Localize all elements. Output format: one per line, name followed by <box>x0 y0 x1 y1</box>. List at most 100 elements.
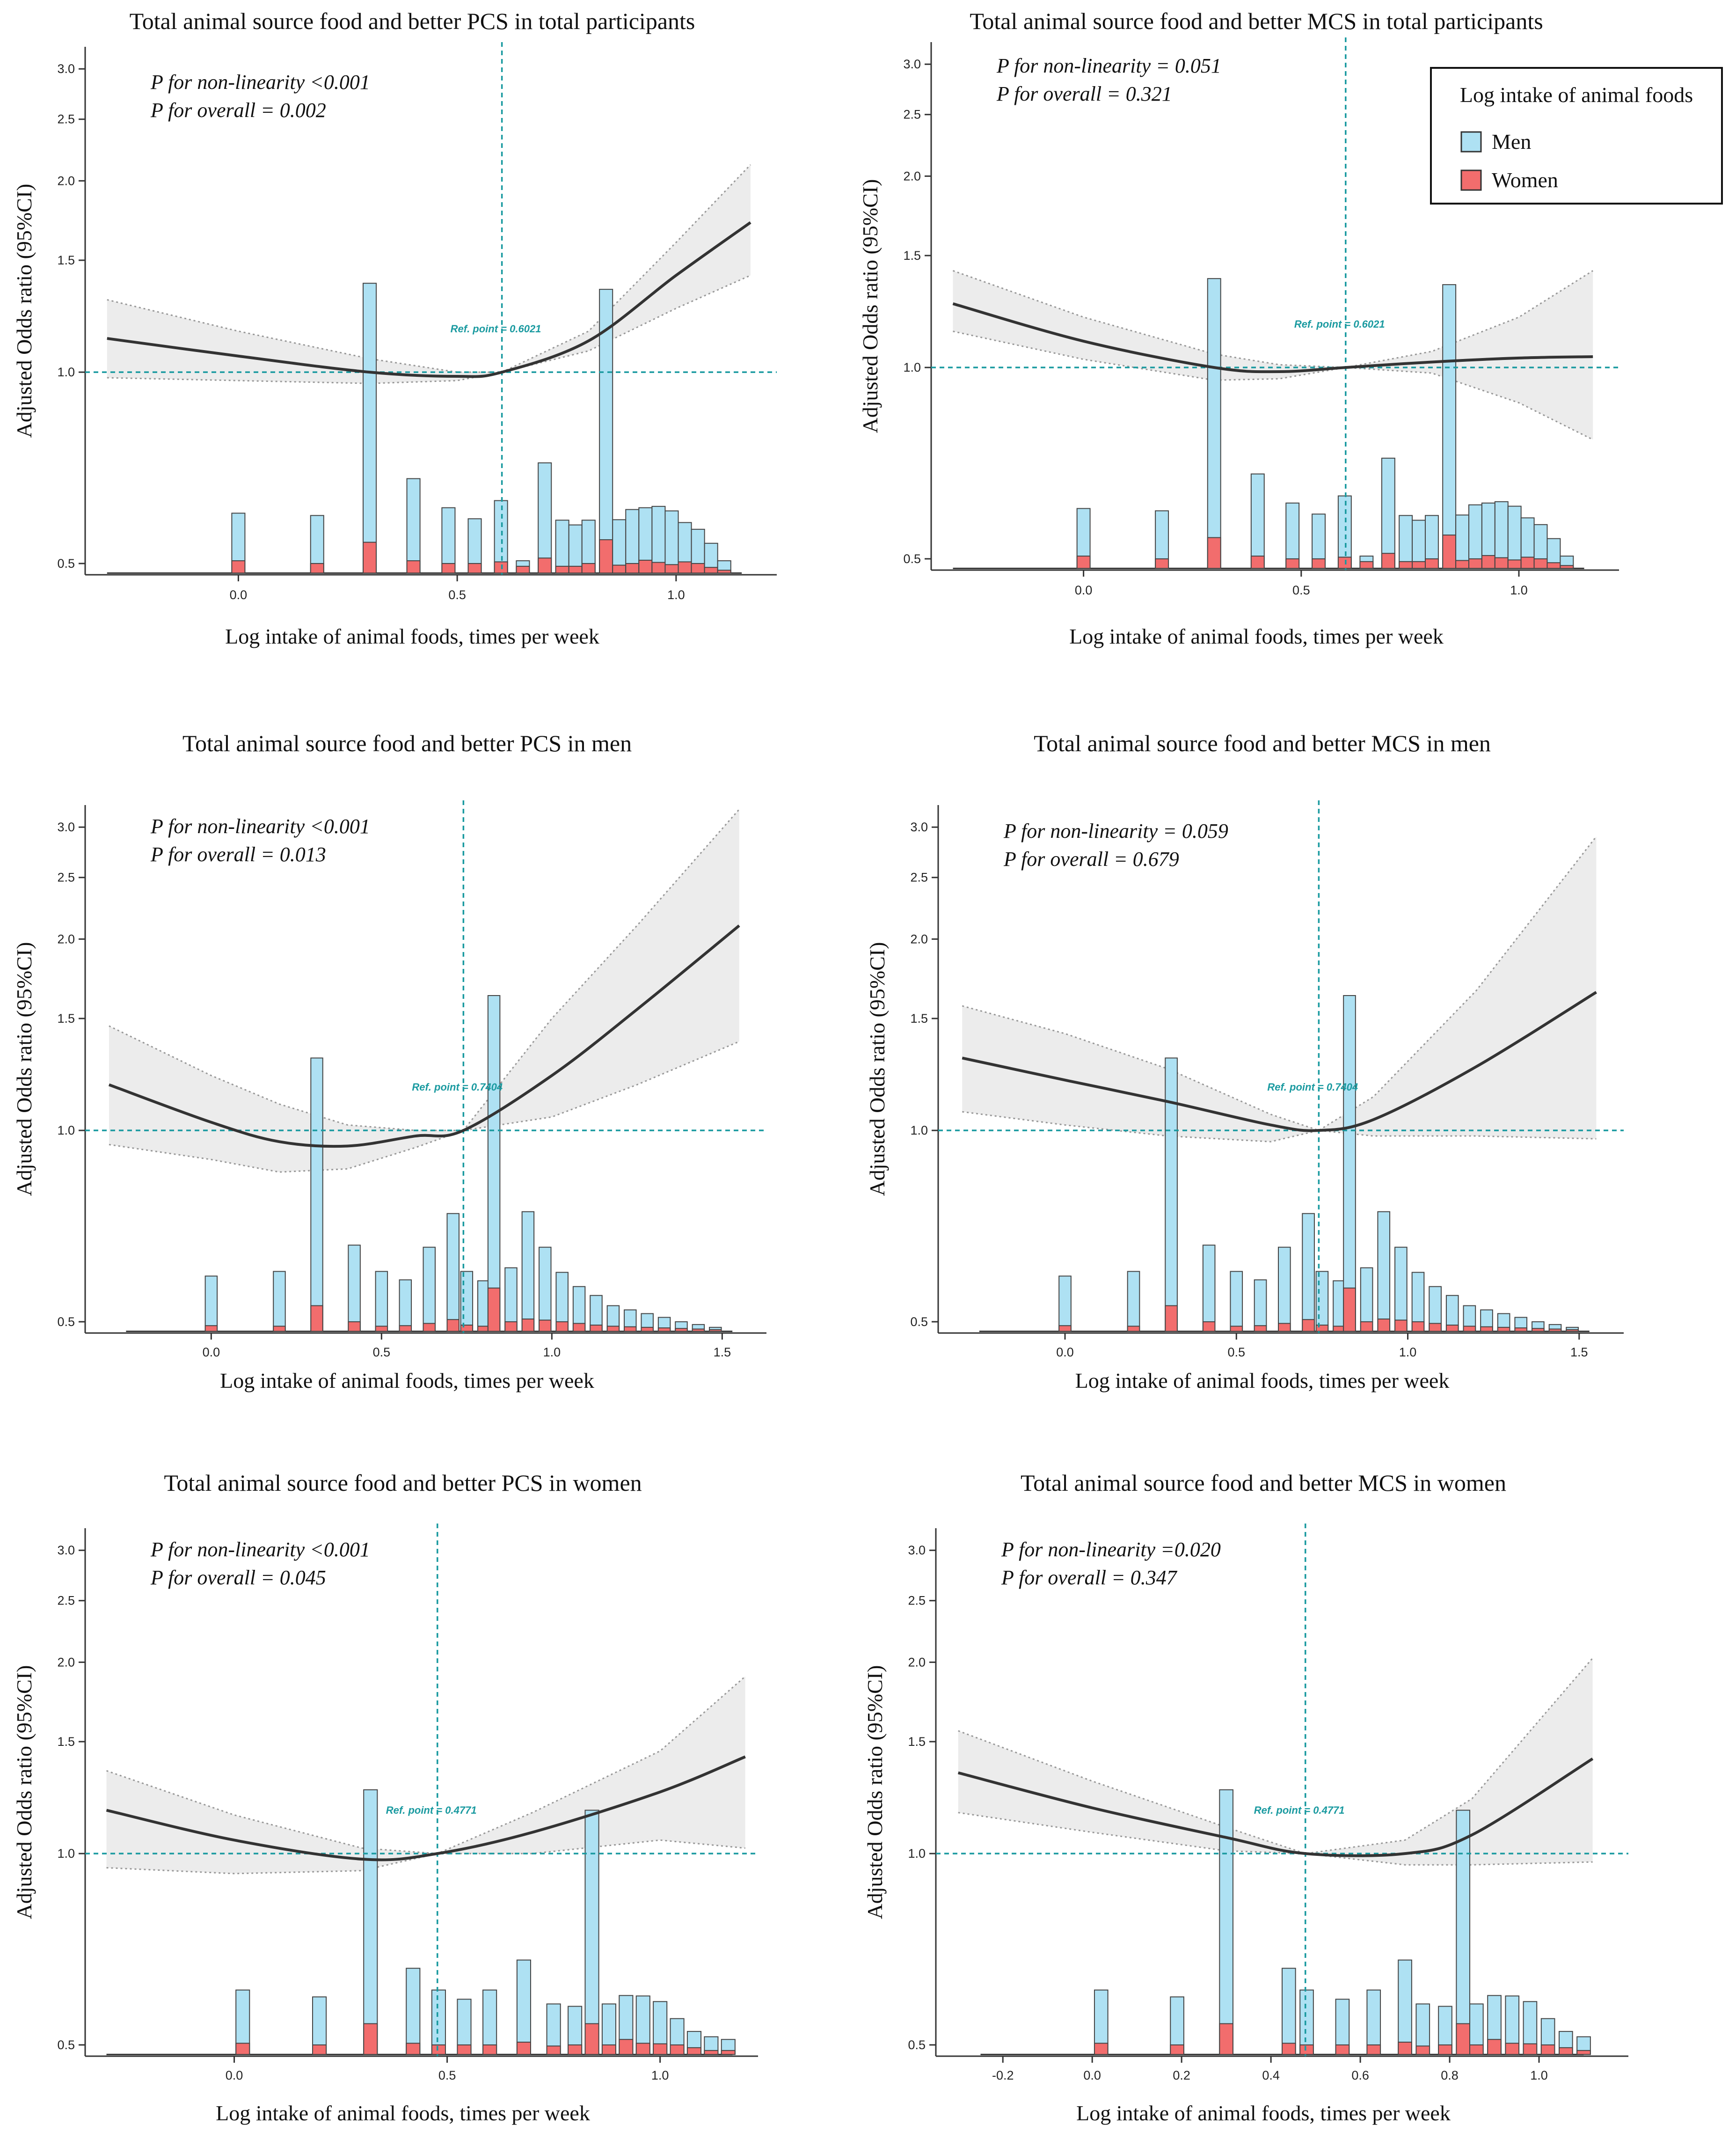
women-bar <box>651 562 666 574</box>
odds-ratio-curve <box>108 924 740 1148</box>
women-bar <box>612 564 627 574</box>
women-bar <box>363 542 377 574</box>
men-bar <box>521 1211 535 1332</box>
women-bar <box>1532 1328 1545 1332</box>
women-bar <box>555 565 569 574</box>
y-tick-label: 3.0 <box>910 820 928 834</box>
men-bar <box>446 1213 460 1332</box>
women-bar <box>1399 561 1413 569</box>
women-bar <box>516 2042 531 2055</box>
y-axis-label: Adjusted Odds ratio (95%CI) <box>12 1665 36 1920</box>
men-bar <box>1165 1057 1178 1332</box>
women-bar <box>406 560 421 574</box>
x-tick-label: 1.0 <box>1530 2068 1548 2082</box>
odds-ratio-curve <box>106 1755 746 1861</box>
men-bar <box>363 1789 378 2055</box>
women-bar <box>555 1321 569 1332</box>
x-tick-label: 0.5 <box>1292 583 1310 597</box>
x-tick-label: 0.5 <box>448 588 466 602</box>
x-tick-label: 1.5 <box>714 1345 731 1359</box>
women-bar <box>1533 558 1548 569</box>
y-axis-label: Adjusted Odds ratio (95%CI) <box>865 942 889 1196</box>
men-bar <box>1285 502 1300 569</box>
women-bar <box>1250 556 1265 569</box>
ref-point-label: Ref. point = 0.7404 <box>1267 1081 1358 1093</box>
women-bar <box>1455 560 1470 569</box>
ci-upper-line <box>953 270 1593 368</box>
women-bar <box>1394 1319 1408 1332</box>
women-bar <box>581 563 596 574</box>
women-bar <box>423 1323 436 1332</box>
women-bar <box>590 1325 603 1332</box>
y-tick-label: 3.0 <box>908 1543 926 1557</box>
women-bar <box>657 1327 671 1332</box>
men-bar <box>482 1989 497 2055</box>
odds-ratio-curve <box>952 302 1593 374</box>
y-tick-label: 2.0 <box>903 169 921 183</box>
y-tick-label: 0.5 <box>908 2038 926 2052</box>
women-bar <box>1359 561 1374 569</box>
women-bar <box>664 564 679 574</box>
x-axis-label: Log intake of animal foods, times per we… <box>220 1369 594 1392</box>
women-bar <box>717 570 731 574</box>
x-tick-label: 1.0 <box>1399 1345 1417 1359</box>
women-bar <box>1456 2023 1471 2055</box>
y-tick-label: 0.5 <box>57 2038 75 2052</box>
chart-title: Total animal source food and better MCS … <box>970 8 1543 34</box>
y-tick-label: 2.5 <box>908 1594 926 1608</box>
men-bar <box>399 1279 412 1332</box>
chart-panel-3: 0.5 1.0 1.5 2.0 2.5 3.0 0.0 0.5 1.0 1.5 Ref. point… <box>12 730 766 1392</box>
ref-point-label: Ref. point = 0.6021 <box>451 323 541 335</box>
y-tick-label: 0.5 <box>57 557 75 571</box>
p-overall-text: P for overall = 0.045 <box>150 1566 326 1589</box>
women-bar <box>678 561 692 574</box>
women-bar <box>1381 553 1395 569</box>
ref-point-label: Ref. point = 0.6021 <box>1294 318 1385 330</box>
men-bar <box>1399 515 1413 569</box>
men-bar <box>555 520 569 574</box>
men-bar <box>375 1271 388 1332</box>
x-tick-label: 0.0 <box>1083 2068 1101 2082</box>
men-bar <box>664 510 679 574</box>
women-bar <box>431 2044 446 2055</box>
men-bar <box>539 1246 552 1332</box>
ci-band <box>107 164 751 384</box>
y-axis-label: Adjusted Odds ratio (95%CI) <box>12 184 36 438</box>
women-bar <box>1302 1319 1315 1332</box>
women-bar <box>273 1326 286 1332</box>
men-bar <box>494 500 508 574</box>
women-bar <box>348 1321 361 1332</box>
women-bar <box>1207 537 1221 569</box>
men-bar <box>1254 1279 1267 1332</box>
p-overall-text: P for overall = 0.347 <box>1001 1566 1178 1589</box>
ci-band <box>953 271 1593 440</box>
x-tick-label: 0.6 <box>1351 2068 1369 2082</box>
men-bar <box>584 1810 599 2055</box>
women-bar <box>546 2045 561 2055</box>
women-bar <box>460 1325 474 1332</box>
women-bar <box>312 2044 327 2055</box>
ci-lower-line <box>953 330 1593 440</box>
men-bar <box>273 1271 286 1332</box>
legend: Log intake of animal foods Men Women <box>1430 67 1723 205</box>
women-bar <box>1058 1325 1072 1332</box>
women-bar <box>1548 1328 1562 1332</box>
x-axis-label: Log intake of animal foods, times per we… <box>1069 624 1444 648</box>
x-tick-label: 0.8 <box>1441 2068 1459 2082</box>
odds-ratio-curve <box>107 221 751 378</box>
y-axis-label: Adjusted Odds ratio (95%CI) <box>863 1665 887 1920</box>
y-tick-label: 2.5 <box>57 112 75 126</box>
women-bar <box>494 561 508 574</box>
men-bar <box>612 519 627 574</box>
women-bar <box>1546 562 1561 569</box>
women-bar <box>1230 1326 1243 1332</box>
y-tick-label: 0.5 <box>910 1315 928 1329</box>
y-tick-label: 1.0 <box>57 1123 75 1137</box>
x-tick-label: 0.5 <box>373 1345 391 1359</box>
men-bar <box>1250 473 1265 569</box>
women-bar <box>568 565 583 574</box>
x-tick-label: 1.0 <box>543 1345 561 1359</box>
women-bar <box>467 563 482 574</box>
men-bar <box>348 1245 361 1332</box>
women-bar <box>1170 2044 1184 2055</box>
